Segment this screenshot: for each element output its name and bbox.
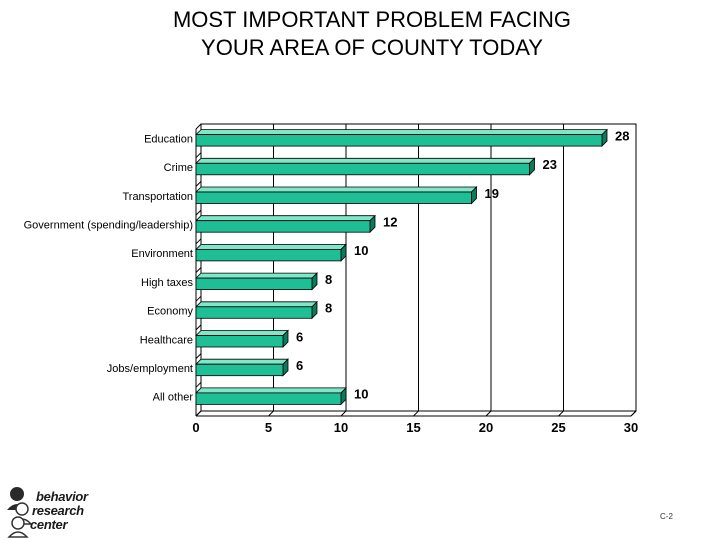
category-label: Healthcare	[140, 334, 193, 346]
bar-top-face	[195, 358, 289, 365]
bar	[195, 191, 472, 204]
gridline-floor	[268, 410, 274, 417]
bar-top-face	[195, 301, 318, 308]
category-label: Economy	[147, 306, 193, 318]
bar	[195, 392, 342, 405]
category-label: High taxes	[141, 277, 193, 289]
logo-word-3: center	[30, 517, 68, 532]
bar	[195, 220, 371, 233]
category-separator	[195, 410, 202, 417]
category-label: Jobs/employment	[107, 363, 193, 375]
x-tick-label: 20	[479, 420, 493, 435]
behavior-research-center-logo: behavior research center	[4, 484, 94, 538]
data-label: 8	[325, 301, 332, 316]
x-tick-label: 15	[406, 420, 420, 435]
bar	[195, 306, 313, 319]
x-tick-label: 0	[192, 420, 199, 435]
bar-top-face	[195, 330, 289, 336]
x-tick-label: 25	[551, 420, 565, 435]
bar	[195, 249, 342, 262]
bar	[195, 277, 313, 290]
category-separator	[195, 353, 202, 359]
bar-top-face	[195, 157, 536, 164]
data-label: 28	[615, 128, 629, 143]
gridline-floor	[630, 410, 637, 417]
chart-title: MOST IMPORTANT PROBLEM FACING YOUR AREA …	[0, 6, 720, 62]
data-label: 23	[543, 157, 557, 172]
data-label: 10	[354, 243, 368, 258]
bar-top-face	[195, 244, 347, 250]
category-separator	[195, 295, 202, 302]
bar	[195, 162, 530, 176]
category-separator	[195, 381, 202, 388]
gridline-floor	[413, 410, 419, 417]
category-separator	[195, 152, 202, 159]
gridline-floor	[558, 410, 564, 417]
category-separator	[195, 267, 202, 273]
bar	[195, 134, 603, 147]
category-separator	[195, 324, 202, 331]
title-line-1: MOST IMPORTANT PROBLEM FACING	[172, 7, 572, 32]
bar-top-face	[195, 387, 347, 394]
category-label: Education	[144, 133, 193, 145]
category-separator	[195, 209, 202, 216]
category-label: Transportation	[122, 191, 193, 203]
bar-top-face	[195, 186, 478, 193]
category-label: Crime	[164, 162, 193, 174]
category-separator	[195, 238, 202, 245]
gridline-floor	[485, 410, 492, 417]
page-number: C-2	[660, 512, 673, 521]
category-label: All other	[153, 392, 194, 404]
gridline-floor	[340, 410, 347, 417]
category-separator	[195, 181, 202, 187]
category-label: Government (spending/leadership)	[24, 219, 193, 231]
bar-top-face	[195, 215, 376, 222]
x-tick-label: 5	[265, 420, 272, 435]
data-label: 12	[383, 214, 397, 229]
x-tick-label: 10	[334, 420, 348, 435]
data-label: 10	[354, 387, 368, 402]
logo-word-1: behavior	[36, 489, 88, 504]
x-tick-label: 30	[624, 420, 638, 435]
bar	[195, 363, 284, 377]
bar-top-face	[195, 272, 318, 279]
bar-top-face	[195, 129, 608, 136]
bar	[195, 335, 284, 348]
logo-word-2: research	[32, 503, 84, 518]
category-label: Environment	[131, 248, 193, 260]
data-label: 6	[296, 358, 303, 373]
category-separator	[195, 123, 202, 130]
title-line-2: YOUR AREA OF COUNTY TODAY	[201, 35, 543, 60]
data-label: 19	[485, 186, 499, 201]
data-label: 6	[296, 329, 303, 344]
people-icon	[7, 487, 33, 538]
data-label: 8	[325, 272, 332, 287]
